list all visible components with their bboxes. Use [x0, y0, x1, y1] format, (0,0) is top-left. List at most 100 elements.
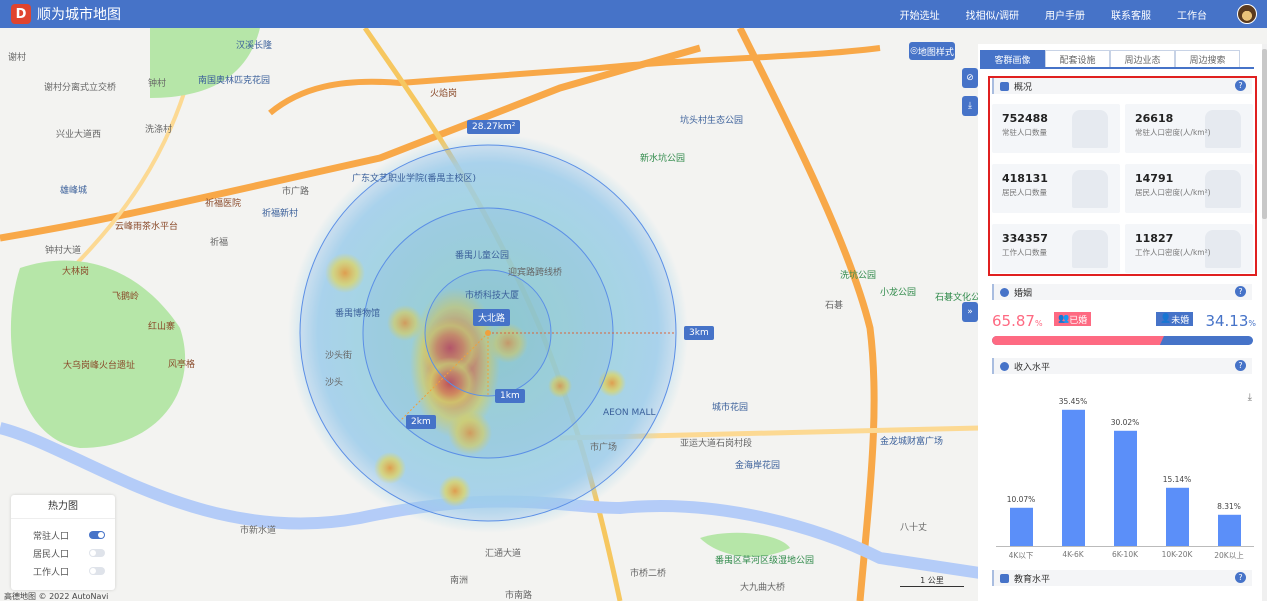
- help-icon[interactable]: ?: [1235, 286, 1246, 297]
- map-poi-label: 谢村: [8, 53, 27, 63]
- map-poi-label: AEON MALL: [603, 408, 656, 418]
- map-poi-label: 祈福: [210, 238, 229, 248]
- unit: %: [1034, 319, 1043, 328]
- center-label: 大北路: [473, 309, 511, 326]
- chart-x-tick-label: 6K-10K: [1111, 550, 1139, 559]
- user-avatar[interactable]: [1237, 4, 1257, 24]
- map-copyright: 高德地图 © 2022 AutoNavi: [4, 592, 109, 601]
- map-poi-label: 城市花园: [712, 403, 749, 413]
- stat-illustration-icon: [1205, 170, 1241, 208]
- map-poi-label: 石碁文化公园: [935, 293, 990, 303]
- stat-illustration-icon: [1072, 230, 1108, 268]
- unmarried-value: 34.13: [1205, 312, 1249, 330]
- heatmap-legend-title: 热力图: [11, 495, 115, 519]
- map-poi-label: 金龙城财富广场: [880, 437, 944, 447]
- nav-link[interactable]: 工作台: [1177, 10, 1207, 22]
- chart-bar: [1114, 429, 1137, 546]
- nav-link[interactable]: 用户手册: [1045, 10, 1085, 22]
- chart-data-label: 35.45%: [1058, 397, 1088, 406]
- unmarried-percent: 34.13%: [1205, 312, 1256, 330]
- map-poi-label: 大林岗: [62, 267, 90, 277]
- map-poi-label: 洗涤村: [145, 125, 173, 135]
- eye-off-icon: ⊘: [966, 73, 974, 83]
- map-poi-label: 石碁: [825, 301, 844, 311]
- stat-illustration-icon: [1072, 110, 1108, 148]
- tab-1[interactable]: 配套设施: [1045, 50, 1110, 68]
- help-icon[interactable]: ?: [1235, 572, 1246, 583]
- map-poi-label: 亚运大道石岗村段: [680, 439, 753, 449]
- stat-illustration-icon: [1205, 110, 1241, 148]
- stat-illustration-icon: [1205, 230, 1241, 268]
- heatmap-layer-toggle[interactable]: [89, 549, 105, 557]
- map-poi-label: 雄峰城: [60, 186, 88, 196]
- map-poi-label: 坑头村生态公园: [680, 116, 744, 126]
- user-icon: 👥: [1058, 314, 1070, 324]
- map-poi-label: 市广场: [590, 443, 618, 453]
- user-icon: 👤: [1160, 314, 1172, 324]
- stat-card: 14791 居民人口密度(人/km²): [1125, 164, 1253, 213]
- panel-scrollbar[interactable]: [1262, 44, 1267, 601]
- heatmap-layer-toggle[interactable]: [89, 567, 105, 575]
- x-axis: [996, 546, 1254, 547]
- heatmap-legend: 热力图 常驻人口居民人口工作人口: [11, 495, 115, 590]
- map-poi-label: 南洲: [450, 576, 469, 586]
- heatmap-layer-row: 常驻人口: [11, 527, 115, 543]
- stat-card: 26618 常驻人口密度(人/km²): [1125, 104, 1253, 153]
- stat-value: 11827: [1135, 232, 1174, 245]
- nav-link[interactable]: 联系客服: [1111, 10, 1151, 22]
- overview-title: 概况: [1014, 82, 1033, 93]
- tab-0[interactable]: 客群画像: [980, 50, 1045, 68]
- nav-link[interactable]: 找相似/调研: [965, 10, 1019, 22]
- map-poi-label: 钟村: [148, 79, 167, 89]
- download-button[interactable]: ⤓: [962, 96, 978, 116]
- app-title: 顺为城市地图: [37, 7, 121, 23]
- map-poi-label: 风亭格: [168, 360, 196, 370]
- nav-link[interactable]: 开始选址: [899, 10, 940, 22]
- download-chart-icon[interactable]: ⤓: [1247, 392, 1252, 403]
- heatmap-layer-toggle[interactable]: [89, 531, 105, 539]
- help-icon[interactable]: ?: [1235, 80, 1246, 91]
- map-poi-label: 汇通大道: [485, 549, 522, 559]
- map-style-button[interactable]: ◎ 地图样式: [909, 42, 955, 60]
- map-poi-label: 钟村大道: [45, 246, 82, 256]
- overview-highlight-box: [988, 76, 1257, 276]
- chart-bar: [1062, 409, 1085, 546]
- app-logo: D: [11, 4, 31, 24]
- tab-2[interactable]: 周边业态: [1110, 50, 1175, 68]
- map-poi-label: 市广路: [282, 187, 310, 197]
- map-poi-label: 南国奥林匹克花园: [198, 76, 271, 86]
- stat-card: 11827 工作人口密度(人/km²): [1125, 224, 1253, 273]
- scrollbar-thumb[interactable]: [1262, 49, 1267, 219]
- tab-3[interactable]: 周边搜索: [1175, 50, 1240, 68]
- map-poi-label: 大九曲大桥: [740, 583, 786, 593]
- chart-x-tick-label: 20K以上: [1214, 551, 1244, 560]
- chart-bar: [1010, 507, 1033, 546]
- map-poi-label: 迎宾路跨线桥: [508, 268, 563, 278]
- collapse-panel-button[interactable]: »: [962, 302, 978, 322]
- area-label: 28.27km²: [467, 120, 521, 134]
- stat-label: 居民人口数量: [1002, 188, 1047, 197]
- map-poi-label: 市新水道: [240, 526, 277, 536]
- stat-label: 居民人口密度(人/km²): [1135, 188, 1211, 197]
- analysis-panel: 客群画像 配套设施 周边业态 周边搜索 概况 ? 752488 常驻人口数量 26618 常…: [978, 44, 1262, 601]
- stat-value: 14791: [1135, 172, 1174, 185]
- heatmap-layer-label: 居民人口: [33, 549, 70, 560]
- marriage-section-header: 婚姻 ?: [992, 284, 1252, 300]
- map-poi-label: 大乌岗峰火台遗址: [63, 361, 136, 371]
- toggle-visibility-button[interactable]: ⊘: [962, 68, 978, 88]
- map-poi-label: 谢村分离式立交桥: [44, 83, 117, 93]
- map-poi-label: 番禺儿童公园: [455, 251, 510, 261]
- chart-x-tick-label: 4K以下: [1008, 551, 1034, 560]
- heatmap-layer-row: 工作人口: [11, 563, 115, 579]
- map-scale: 1 公里: [900, 575, 964, 587]
- stat-value: 752488: [1002, 112, 1048, 125]
- stat-label: 工作人口数量: [1002, 248, 1047, 257]
- heatmap-layer-label: 工作人口: [33, 567, 70, 578]
- tab-underline: [980, 67, 1254, 69]
- help-icon[interactable]: ?: [1235, 360, 1246, 371]
- map-poi-label: 兴业大道西: [56, 130, 102, 140]
- chart-bar: [1218, 513, 1241, 546]
- panel-tabs: 客群画像 配套设施 周边业态 周边搜索: [980, 50, 1240, 68]
- map-poi-label: 番禺博物馆: [335, 309, 381, 319]
- top-nav-bar: D 顺为城市地图 开始选址 找相似/调研 用户手册 联系客服 工作台: [0, 0, 1267, 28]
